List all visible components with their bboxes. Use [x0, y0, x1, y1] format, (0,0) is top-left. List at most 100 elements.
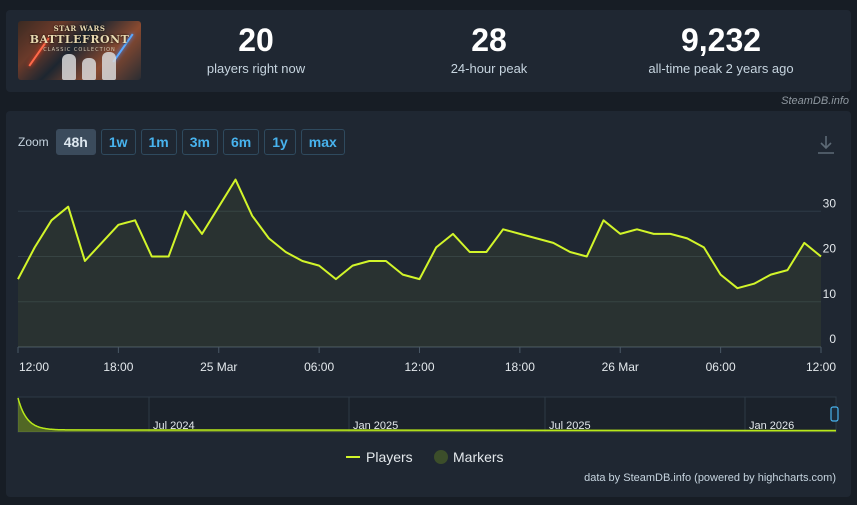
players-point — [634, 227, 639, 232]
stat-current-players: 20 players right now — [186, 22, 326, 77]
x-tick-label: 26 Mar — [602, 360, 639, 374]
players-point — [534, 236, 539, 241]
x-tick-label: 06:00 — [304, 360, 334, 374]
x-tick-label: 18:00 — [505, 360, 535, 374]
players-point — [802, 240, 807, 245]
legend-markers-label[interactable]: Markers — [453, 449, 504, 465]
players-point — [785, 268, 790, 273]
zoom-button-6m[interactable]: 6m — [222, 129, 260, 155]
zoom-label: Zoom — [18, 135, 49, 149]
zoom-controls: Zoom 48h 1w 1m 3m 6m 1y max — [18, 129, 350, 155]
navigator-tick-label: Jan 2026 — [749, 420, 794, 432]
players-point — [200, 231, 205, 236]
players-point — [618, 231, 623, 236]
players-point — [584, 254, 589, 259]
players-point — [467, 249, 472, 254]
players-point — [283, 249, 288, 254]
stat-24h-value: 28 — [471, 22, 507, 58]
players-point — [367, 259, 372, 264]
players-area — [18, 179, 821, 347]
zoom-button-1w[interactable]: 1w — [100, 129, 136, 155]
players-point — [400, 272, 405, 277]
players-point — [233, 177, 238, 182]
players-point — [768, 272, 773, 277]
stat-current-label: players right now — [206, 61, 306, 76]
players-line — [17, 178, 822, 290]
players-point — [133, 218, 138, 223]
stat-24h-label: 24-hour peak — [450, 61, 528, 76]
players-point — [551, 240, 556, 245]
stat-alltime-value: 9,232 — [680, 22, 762, 58]
zoom-button-1y[interactable]: 1y — [264, 129, 296, 155]
zoom-button-3m[interactable]: 3m — [181, 129, 218, 155]
y-tick-label: 20 — [823, 242, 837, 256]
players-point — [517, 231, 522, 236]
navigator-line — [17, 397, 837, 432]
players-point — [718, 272, 723, 277]
stats-bar: STAR WARS BATTLEFRONT CLASSIC COLLECTION… — [6, 10, 851, 92]
download-icon[interactable] — [817, 135, 835, 155]
navigator-tick-label: Jul 2024 — [153, 420, 195, 432]
zoom-button-48h[interactable]: 48h — [55, 129, 96, 155]
players-point — [166, 254, 171, 259]
players-point — [350, 263, 355, 268]
stat-alltime-label: all-time peak 2 years ago — [648, 61, 794, 76]
player-chart[interactable]: 0 10 20 30 12:00 18:00 25 Mar 06:00 12:00 18:00 26… — [6, 111, 851, 497]
players-point — [434, 245, 439, 250]
players-point — [266, 236, 271, 241]
players-point — [49, 218, 54, 223]
players-point — [685, 236, 690, 241]
legend-players-label[interactable]: Players — [366, 449, 413, 465]
players-point — [668, 231, 673, 236]
highcharts-credit[interactable]: data by SteamDB.info (powered by highcha… — [584, 472, 836, 484]
players-point — [300, 259, 305, 264]
zoom-button-1m[interactable]: 1m — [140, 129, 177, 155]
players-point — [116, 222, 121, 227]
stat-24h-peak: 28 24-hour peak — [419, 22, 559, 77]
players-point — [149, 254, 154, 259]
players-point — [317, 263, 322, 268]
players-point — [333, 277, 338, 282]
navigator-tick-label: Jul 2025 — [549, 420, 591, 432]
navigator-handle[interactable] — [830, 406, 839, 422]
game-logo-line1: STAR WARS — [53, 24, 106, 33]
stat-alltime-peak: 9,232 all-time peak 2 years ago — [631, 22, 811, 77]
zoom-button-max[interactable]: max — [300, 129, 345, 155]
players-point — [701, 245, 706, 250]
players-point — [568, 249, 573, 254]
stat-current-value: 20 — [238, 22, 274, 58]
navigator-frame — [17, 396, 837, 433]
x-tick-label: 12:00 — [19, 360, 49, 374]
game-logo-line2: BATTLEFRONT — [29, 33, 130, 46]
players-point — [735, 286, 740, 291]
steamdb-credit[interactable]: SteamDB.info — [781, 95, 849, 107]
players-point — [32, 245, 37, 250]
players-point — [66, 204, 71, 209]
players-point — [752, 281, 757, 286]
x-tick-label: 12:00 — [806, 360, 836, 374]
y-tick-label: 0 — [829, 332, 836, 346]
players-point — [601, 218, 606, 223]
legend-markers-swatch — [434, 450, 448, 464]
players-point — [82, 259, 87, 264]
x-tick-label: 18:00 — [103, 360, 133, 374]
players-point — [216, 204, 221, 209]
navigator-tick-label: Jan 2025 — [353, 420, 398, 432]
players-point — [417, 277, 422, 282]
players-point — [183, 209, 188, 214]
players-point — [819, 254, 824, 259]
players-point — [484, 249, 489, 254]
x-tick-label: 12:00 — [404, 360, 434, 374]
game-header-image[interactable]: STAR WARS BATTLEFRONT CLASSIC COLLECTION — [18, 21, 141, 80]
players-point — [450, 231, 455, 236]
chart-card: 0 10 20 30 12:00 18:00 25 Mar 06:00 12:00 18:00 26… — [6, 111, 851, 497]
game-logo-line3: CLASSIC COLLECTION — [43, 47, 116, 53]
x-tick-label: 25 Mar — [200, 360, 237, 374]
y-tick-label: 30 — [823, 196, 837, 210]
players-point — [501, 227, 506, 232]
players-point — [99, 240, 104, 245]
y-tick-label: 10 — [823, 287, 837, 301]
players-point — [250, 213, 255, 218]
players-point — [651, 231, 656, 236]
players-point — [16, 277, 21, 282]
